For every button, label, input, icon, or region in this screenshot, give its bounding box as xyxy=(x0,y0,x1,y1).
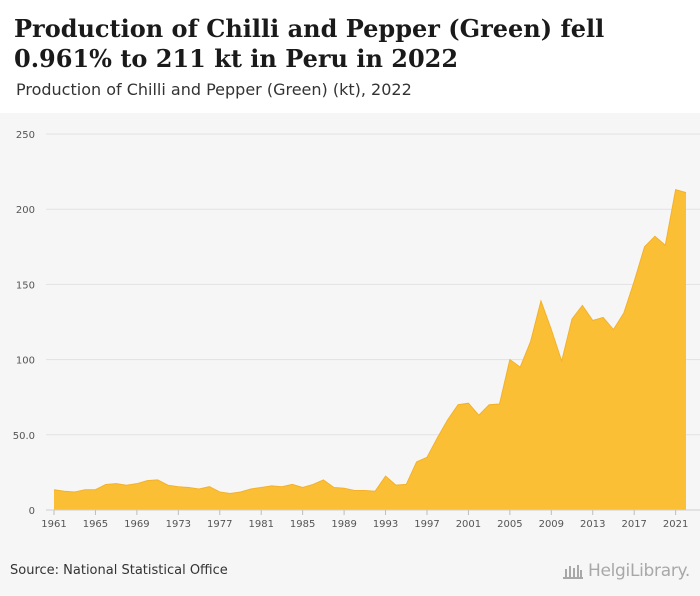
y-tick-label: 250 xyxy=(16,130,35,141)
x-tick-label: 2017 xyxy=(621,519,646,530)
y-tick-label: 50.0 xyxy=(13,431,35,442)
x-tick-label: 1961 xyxy=(41,519,66,530)
y-tick-label: 150 xyxy=(16,280,35,291)
x-tick-label: 1973 xyxy=(166,519,191,530)
x-tick-label: 2013 xyxy=(580,519,605,530)
chart-header: Production of Chilli and Pepper (Green) … xyxy=(0,0,700,112)
x-tick-label: 1969 xyxy=(124,519,149,530)
chart-title: Production of Chilli and Pepper (Green) … xyxy=(14,14,605,73)
helgi-library-logo: HelgiLibrary. xyxy=(562,560,690,582)
x-tick-label: 1985 xyxy=(290,519,315,530)
x-tick-label: 1997 xyxy=(414,519,439,530)
x-tick-label: 2005 xyxy=(497,519,522,530)
area-series xyxy=(54,189,686,510)
x-tick-label: 1989 xyxy=(331,519,356,530)
y-tick-label: 0 xyxy=(29,506,35,517)
x-tick-label: 1981 xyxy=(248,519,273,530)
area-series-line xyxy=(53,189,687,494)
library-building-icon xyxy=(562,565,583,579)
chart-subtitle: Production of Chilli and Pepper (Green) … xyxy=(16,80,412,99)
x-tick-label: 1965 xyxy=(83,519,108,530)
y-tick-label: 200 xyxy=(16,205,35,216)
x-tick-label: 2001 xyxy=(456,519,481,530)
x-tick-label: 1977 xyxy=(207,519,232,530)
logo-text: HelgiLibrary. xyxy=(587,561,690,581)
x-tick-label: 2009 xyxy=(539,519,564,530)
x-tick-label: 1993 xyxy=(373,519,398,530)
y-tick-label: 100 xyxy=(16,356,35,367)
source-note: Source: National Statistical Office xyxy=(10,563,228,578)
x-tick-label: 2021 xyxy=(663,519,688,530)
